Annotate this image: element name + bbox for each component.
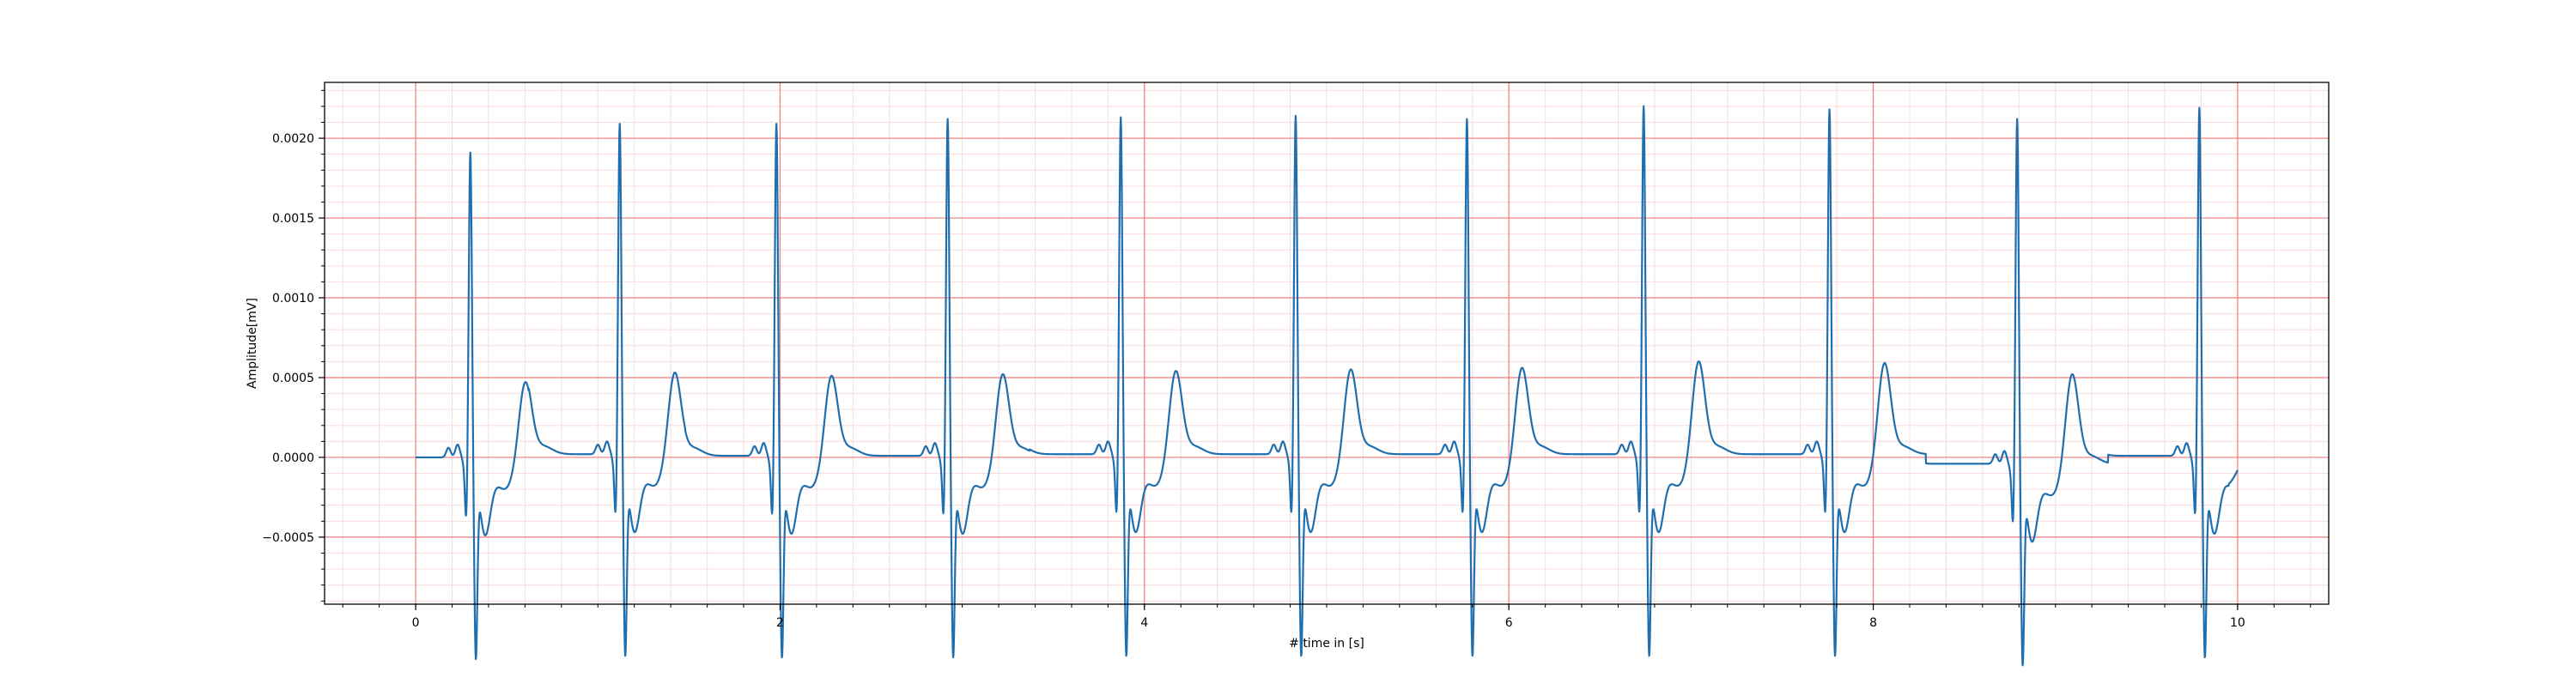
x-axis: 0 2 4 6 8 10 — [342, 604, 2312, 630]
y-tick-label: −0.0005 — [262, 531, 314, 545]
y-tick-label: 0.0020 — [272, 132, 314, 146]
x-tick-label: 0 — [412, 616, 420, 630]
series-layer — [415, 105, 2239, 667]
x-tick-label: 4 — [1140, 616, 1148, 630]
y-tick-label: 0.0000 — [272, 451, 314, 465]
y-axis-label: Amplitude[mV] — [246, 298, 259, 389]
x-tick-label: 6 — [1505, 616, 1513, 630]
x-tick-label: 8 — [1869, 616, 1877, 630]
y-axis: −0.0005 0.0000 0.0005 0.0010 0.0015 0.0020 — [262, 89, 325, 602]
x-tick-label: 10 — [2230, 616, 2245, 630]
major-grid — [325, 82, 2329, 604]
y-tick-label: 0.0010 — [272, 292, 314, 306]
y-tick-label: 0.0005 — [272, 372, 314, 385]
y-tick-label: 0.0015 — [272, 212, 314, 226]
ecg-series-line — [415, 105, 2239, 667]
x-axis-label: # time in [s] — [1289, 637, 1364, 651]
x-tick-label: 2 — [776, 616, 784, 630]
